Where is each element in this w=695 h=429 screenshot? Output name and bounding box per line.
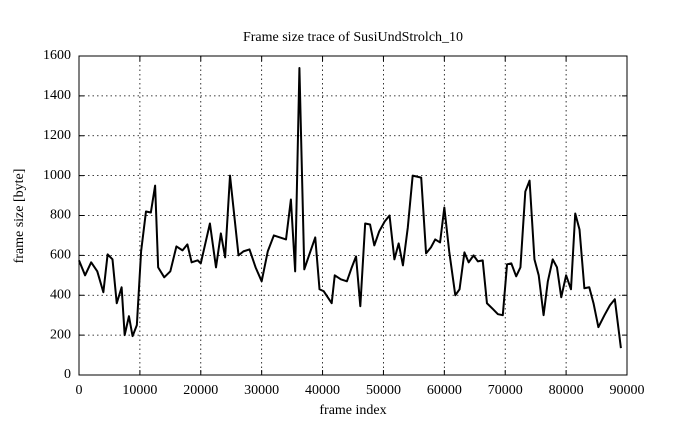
y-tick-label: 400 [50,287,71,302]
y-tick-label: 600 [50,248,71,263]
x-tick-label: 60000 [427,383,462,398]
y-tick-label: 1000 [43,168,71,183]
y-tick-label: 0 [64,367,71,382]
x-tick-label: 0 [76,383,83,398]
x-tick-label: 20000 [183,383,218,398]
x-tick-label: 50000 [366,383,401,398]
chart-title: Frame size trace of SusiUndStrolch_10 [243,30,463,45]
x-tick-label: 10000 [122,383,157,398]
y-axis-label: frame size [byte] [12,169,27,264]
x-axis-label: frame index [319,403,386,418]
x-tick-label: 80000 [549,383,584,398]
y-tick-label: 1600 [43,48,71,63]
x-tick-label: 90000 [610,383,645,398]
x-tick-label: 70000 [488,383,523,398]
y-tick-label: 800 [50,208,71,223]
y-tick-label: 1200 [43,128,71,143]
y-tick-label: 1400 [43,88,71,103]
y-tick-label: 200 [50,327,71,342]
data-line [78,66,622,349]
x-tick-label: 40000 [305,383,340,398]
x-tick-label: 30000 [244,383,279,398]
